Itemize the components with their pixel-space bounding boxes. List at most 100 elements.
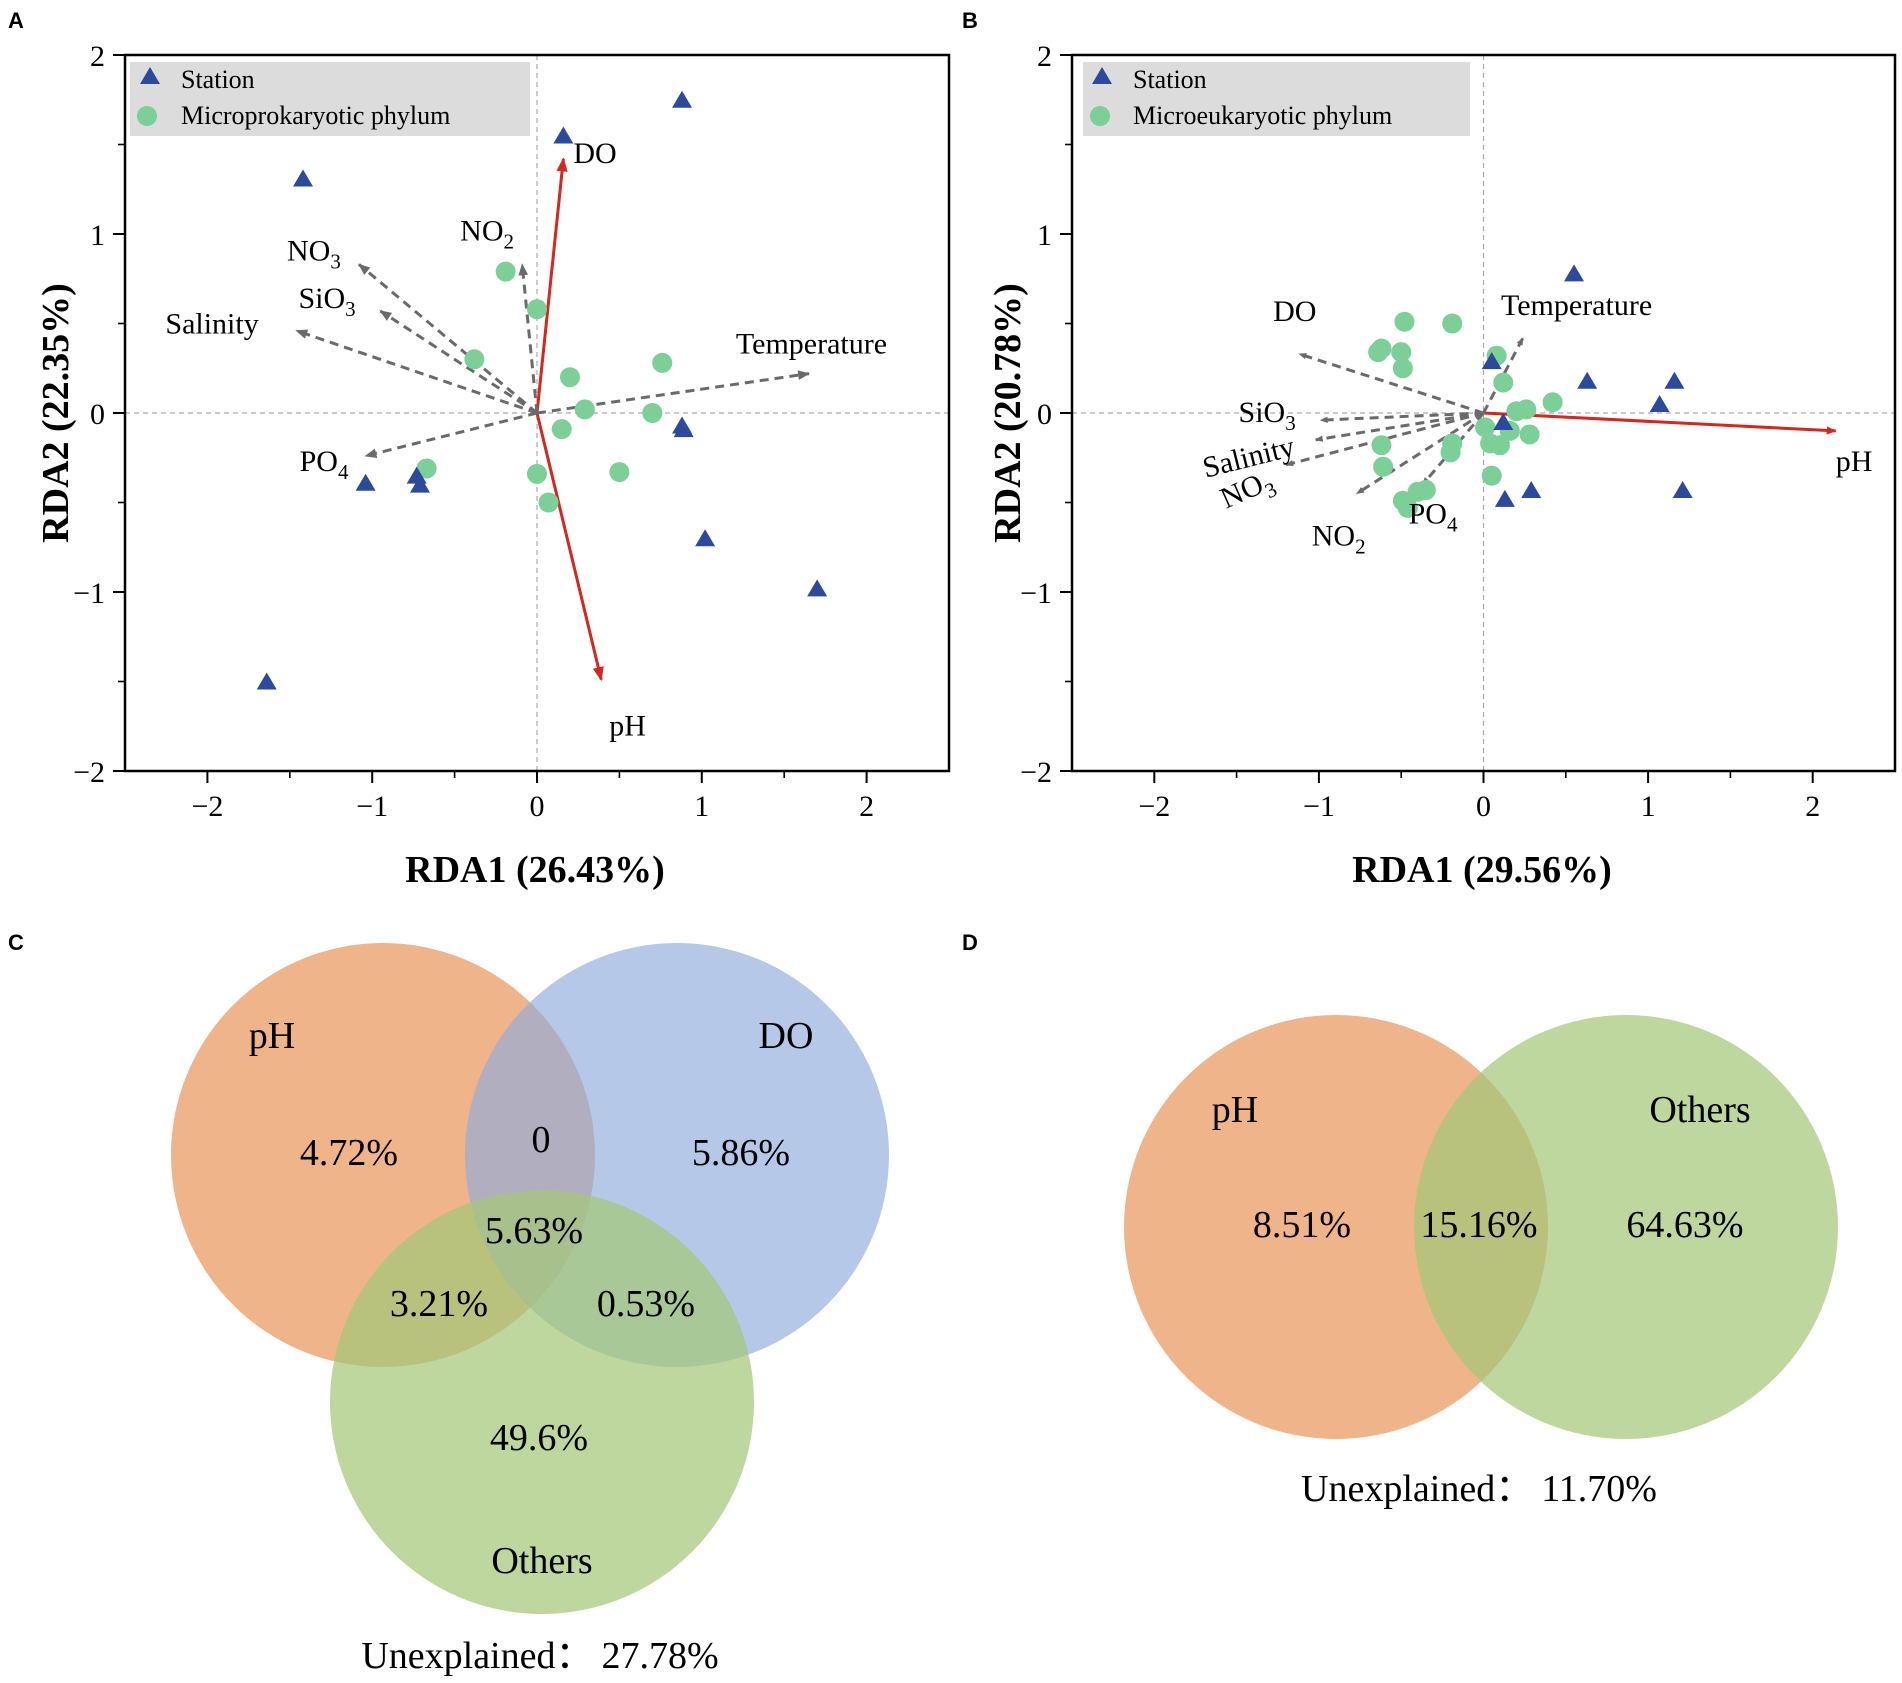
venn-d-ph-circle	[1124, 1015, 1548, 1439]
panel-b-axes: −2 −1 0 1 2 −2 −1 0 1 2	[1020, 40, 1897, 823]
y-tick-label: 0	[90, 398, 105, 431]
panel-a-xlabel: RDA1 (26.43%)	[405, 849, 665, 891]
y-tick-label: 2	[1037, 40, 1052, 73]
panel-d-tag: D	[962, 930, 978, 955]
x-tick-label: −2	[191, 790, 223, 823]
panel-a-arrow-labels: DO pH NO2 NO3 SiO3 Salinity Temperature PO4	[165, 137, 887, 743]
x-tick-label: 1	[694, 790, 709, 823]
phylum-point	[1373, 456, 1394, 477]
y-tick-label: 2	[90, 40, 105, 73]
panel-a-ylabel: RDA2 (22.35%)	[35, 283, 77, 543]
venn-d-others-name: Others	[1649, 1089, 1750, 1131]
arrow-salinity	[295, 329, 538, 415]
arrow-label-no2: NO2	[460, 214, 514, 253]
panel-b-stations	[1481, 264, 1693, 507]
panel-a-plot: −2 −1 0 1 2 −2 −1 0 1 2 DO pH NO2 NO3 SiO3 Salinity Tem…	[73, 40, 951, 823]
arrow-label-ph: pH	[609, 710, 646, 743]
x-tick-label: 0	[1476, 790, 1491, 823]
arrow-label-temperature: Temperature	[736, 328, 887, 361]
venn-c-ph-others: 3.21%	[390, 1283, 488, 1325]
phylum-point	[551, 419, 572, 440]
venn-c-others-name: Others	[491, 1540, 592, 1582]
panel-a-stations	[256, 90, 828, 690]
x-tick-label: −1	[1303, 790, 1335, 823]
station-point	[672, 90, 693, 108]
arrow-label-po4: PO4	[300, 445, 349, 484]
venn-d-ph-name: pH	[1212, 1089, 1258, 1131]
station-point	[1493, 412, 1514, 430]
station-point	[1672, 480, 1693, 498]
x-tick-label: 1	[1641, 790, 1656, 823]
phylum-point	[1391, 342, 1412, 363]
phylum-point	[1489, 435, 1510, 456]
venn-c-others-only: 49.6%	[490, 1417, 588, 1459]
phylum-point	[574, 399, 595, 420]
arrow-ph	[1483, 411, 1837, 435]
legend-station-label: Station	[1133, 65, 1207, 94]
x-tick-label: 2	[859, 790, 874, 823]
legend-phylum-label: Microprokaryotic phylum	[181, 101, 450, 130]
legend-station-marker	[140, 67, 160, 84]
phylum-point	[1394, 311, 1415, 332]
panel-a-legend: Station Microprokaryotic phylum	[130, 62, 530, 136]
venn-c-do-name: DO	[759, 1015, 814, 1057]
arrow-salinity	[1314, 411, 1484, 442]
phylum-point	[1397, 497, 1418, 518]
station-point	[256, 672, 277, 690]
venn-d-others-circle	[1414, 1015, 1838, 1439]
phylum-point	[559, 367, 580, 388]
panel-a-tag: A	[8, 8, 24, 33]
station-point	[292, 169, 313, 187]
arrow-do	[1298, 352, 1484, 415]
panel-b-phyla	[1368, 311, 1563, 518]
panel-b-xlabel: RDA1 (29.56%)	[1352, 849, 1612, 891]
arrow-label-ph: pH	[1836, 445, 1873, 478]
venn-d-ph-others: 15.16%	[1420, 1204, 1537, 1246]
phylum-point	[527, 299, 547, 320]
arrow-label-salinity: Salinity	[165, 308, 258, 341]
venn-c-ph-only: 4.72%	[300, 1132, 398, 1174]
station-point	[1481, 352, 1502, 370]
venn-d-unexplained: Unexplained： 11.70%	[1301, 1468, 1657, 1510]
arrow-sio3	[1319, 411, 1484, 424]
station-point	[673, 420, 694, 438]
x-tick-label: −1	[356, 790, 388, 823]
phylum-point	[1493, 372, 1514, 393]
station-point	[355, 473, 376, 491]
station-point	[1664, 371, 1685, 389]
x-tick-label: −2	[1138, 790, 1170, 823]
y-tick-label: −1	[73, 577, 105, 610]
x-tick-label: 0	[530, 790, 545, 823]
arrow-sio3	[379, 309, 538, 415]
legend-background	[130, 62, 530, 136]
arrow-label-sio3: SiO3	[1239, 396, 1296, 435]
station-point	[1521, 480, 1542, 498]
venn-d-ph-only: 8.51%	[1253, 1204, 1351, 1246]
venn-c-ph-do: 0	[532, 1119, 551, 1161]
arrow-ph	[535, 412, 604, 682]
y-tick-label: 1	[90, 219, 105, 252]
panel-c-tag: C	[8, 930, 24, 955]
phylum-point	[1481, 465, 1502, 486]
phylum-point	[1392, 358, 1413, 379]
venn-c-do-only: 5.86%	[692, 1132, 790, 1174]
y-tick-label: −2	[1020, 756, 1052, 789]
phylum-point	[609, 462, 630, 483]
venn-c-do-others: 0.53%	[597, 1283, 695, 1325]
arrow-label-temperature: Temperature	[1501, 289, 1652, 322]
phylum-point	[1440, 442, 1461, 463]
arrow-label-po4: PO4	[1409, 498, 1458, 537]
phylum-point	[1442, 313, 1463, 334]
panel-a-arrows	[295, 157, 811, 682]
y-tick-label: 1	[1037, 219, 1052, 252]
y-tick-label: −2	[73, 756, 105, 789]
station-point	[1564, 264, 1585, 282]
panel-b-ylabel: RDA2 (20.78%)	[987, 283, 1029, 543]
panel-d: D pH Others 8.51% 15.16% 64.63% Unexplai…	[962, 930, 1838, 1510]
phylum-point	[642, 403, 663, 423]
panel-a-axes: −2 −1 0 1 2 −2 −1 0 1 2	[73, 40, 951, 823]
phylum-point	[464, 349, 485, 370]
phylum-point	[1371, 338, 1392, 359]
panel-a: A −2 −1 0 1 2 −2 −1 0 1 2 DO pH NO2 NO3 SiO3 Salinity T…	[8, 8, 951, 891]
